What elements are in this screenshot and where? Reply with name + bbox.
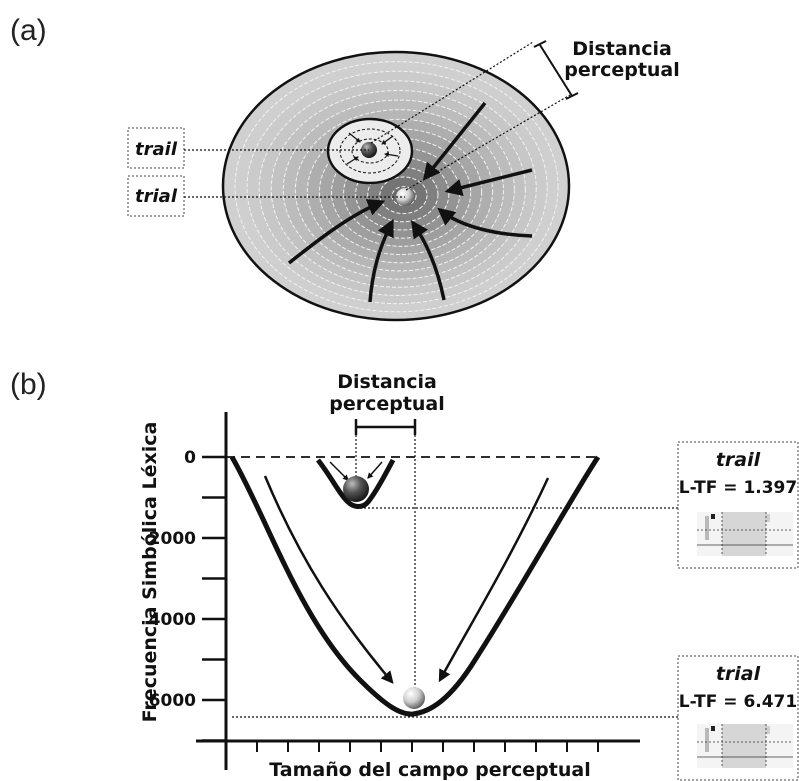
trail-box-value: L-TF = 1.397 <box>679 478 797 498</box>
trial-stimulus-thumbnail <box>697 724 793 768</box>
trail-basin <box>326 117 414 185</box>
y-tick-label: 2000 <box>149 529 196 549</box>
trail-stimulus-thumbnail <box>697 512 793 556</box>
trail-box-title: trail <box>716 449 761 471</box>
trail-ball-b <box>343 476 369 502</box>
trial-box-title: trial <box>716 663 761 685</box>
trail-label-box: trail <box>127 127 369 169</box>
trial-label: trial <box>135 186 178 207</box>
inflow-arrows <box>287 101 533 303</box>
distance-annotation-a: Distancia perceptual <box>370 38 680 191</box>
distance-annotation-b: Distancia perceptual <box>329 371 445 708</box>
trial-box-value: L-TF = 6.471 <box>679 692 797 712</box>
y-tick-label: 0 <box>184 448 196 468</box>
x-axis <box>196 739 640 752</box>
distance-label-a-line1: Distancia <box>572 38 672 60</box>
distance-label-a-line2: perceptual <box>564 59 680 81</box>
trial-label-box: trial <box>127 175 405 217</box>
panel-b-label: (b) <box>10 368 47 401</box>
y-axis: 0 2000 4000 6000 <box>149 412 228 770</box>
distance-label-b-line1: Distancia <box>337 371 437 393</box>
distance-label-b-line2: perceptual <box>329 393 445 415</box>
y-tick-label: 6000 <box>149 691 196 711</box>
trial-ball-b <box>403 687 425 709</box>
y-axis-label: Frecuencia Simbólica Léxica <box>139 422 161 723</box>
trail-label: trail <box>135 139 178 160</box>
panel-a-label: (a) <box>10 14 47 47</box>
attractor-landscape <box>221 50 571 322</box>
trail-info-box: trail L-TF = 1.397 <box>677 441 799 569</box>
trail-well-curve <box>316 458 396 509</box>
y-tick-label: 4000 <box>149 610 196 630</box>
trial-info-box: trial L-TF = 6.471 <box>677 655 799 781</box>
trial-well-curve <box>229 455 601 717</box>
x-axis-label: Tamaño del campo perceptual <box>269 759 590 781</box>
